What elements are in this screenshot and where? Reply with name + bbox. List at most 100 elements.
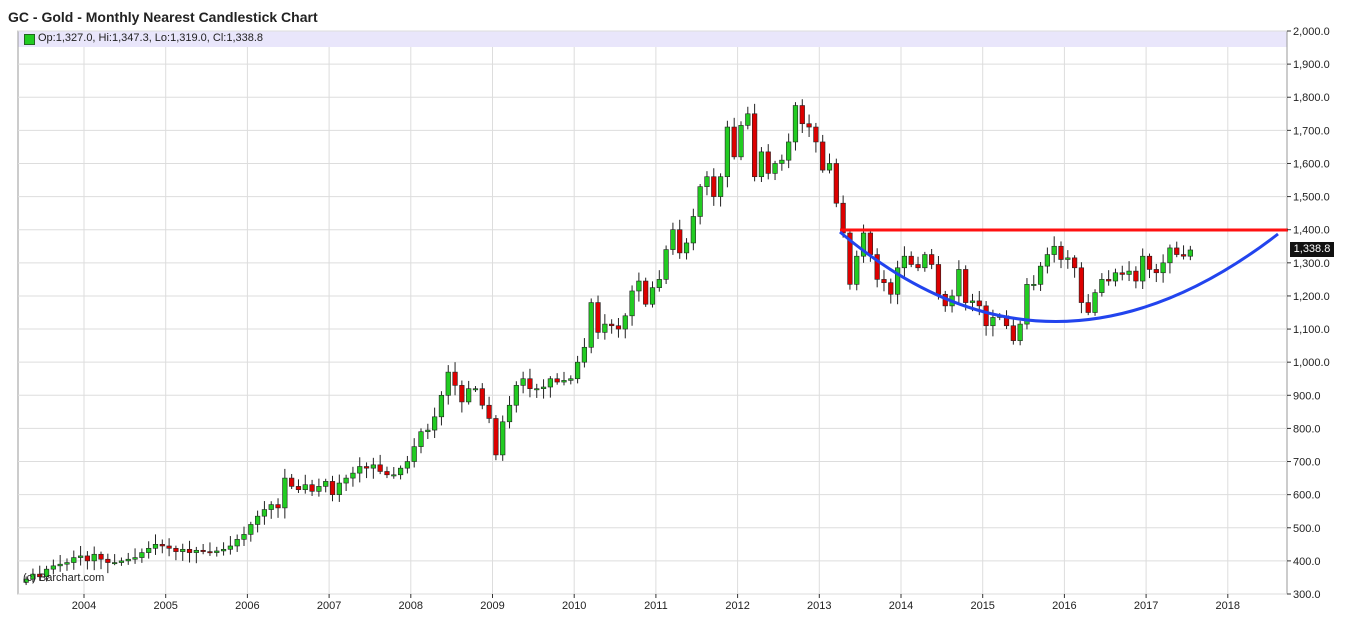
- candle: [826, 153, 833, 174]
- candle: [588, 298, 594, 354]
- candle: [295, 479, 302, 493]
- candle: [438, 391, 445, 426]
- candle-body-up: [43, 568, 50, 578]
- candle: [1180, 245, 1187, 260]
- candle-body-down: [1058, 245, 1064, 260]
- candle: [91, 546, 97, 571]
- candle-body-up: [343, 477, 349, 484]
- candle-body-up: [1092, 292, 1098, 313]
- candle: [316, 478, 322, 497]
- y-tick-label: 1,200.0: [1293, 291, 1330, 303]
- candle-body-up: [438, 394, 445, 418]
- candle: [323, 478, 329, 493]
- candle: [186, 540, 193, 563]
- candle-body-down: [1078, 267, 1085, 303]
- candle-body-up: [357, 466, 363, 474]
- y-tick-label: 2,000.0: [1293, 26, 1330, 38]
- candle-body-down: [1119, 272, 1125, 275]
- x-tick-label: 2010: [562, 600, 586, 612]
- candle-body-up: [738, 125, 744, 158]
- candle-body-up: [241, 534, 247, 540]
- candle-body-up: [717, 176, 724, 197]
- candle: [806, 114, 812, 137]
- candle: [765, 144, 771, 180]
- candle-body-up: [370, 464, 376, 469]
- candle-body-down: [173, 547, 179, 552]
- candle-body-up: [1187, 249, 1193, 257]
- candle-body-up: [670, 229, 676, 250]
- candle-body-up: [77, 555, 84, 558]
- candle-body-up: [561, 380, 567, 383]
- candle-body-down: [867, 232, 873, 255]
- candle-body-up: [1031, 284, 1037, 286]
- candle-body-up: [636, 280, 642, 292]
- candle-body-down: [493, 418, 499, 456]
- candle: [1058, 241, 1064, 269]
- candle-body-up: [23, 578, 29, 583]
- candle: [275, 498, 281, 518]
- x-tick-label: 2006: [235, 600, 259, 612]
- candle: [1024, 278, 1030, 330]
- candle-body-up: [969, 300, 976, 303]
- candle-body-up: [139, 552, 145, 558]
- candle: [173, 545, 179, 561]
- candle: [152, 534, 159, 555]
- candle-body-up: [547, 378, 553, 388]
- candle: [881, 270, 887, 292]
- candle: [1133, 266, 1139, 289]
- candle: [227, 536, 233, 555]
- x-tick-label: 2018: [1216, 600, 1240, 612]
- candles: [23, 99, 1193, 586]
- candle-body-up: [125, 558, 131, 562]
- candle: [908, 251, 914, 268]
- candle-body-down: [527, 378, 533, 389]
- candle-body-up: [255, 515, 261, 525]
- candle: [622, 313, 628, 339]
- candle: [77, 545, 84, 566]
- candle-body-up: [506, 404, 513, 423]
- candle-body-down: [643, 280, 649, 305]
- candle: [350, 466, 356, 487]
- candle-body-up: [193, 549, 199, 553]
- candle-body-down: [207, 551, 213, 554]
- candle-body-down: [963, 269, 969, 303]
- candle-body-down: [731, 126, 737, 158]
- candle-body-up: [901, 255, 908, 269]
- candle-body-down: [915, 264, 921, 269]
- candle-body-down: [847, 232, 853, 285]
- candle: [64, 558, 70, 571]
- candle-body-up: [629, 290, 635, 317]
- candle: [792, 102, 799, 151]
- candle-body-up: [990, 317, 996, 327]
- candle-body-up: [575, 361, 581, 380]
- candle-body-up: [758, 151, 765, 178]
- candle: [193, 546, 199, 564]
- candle: [772, 160, 778, 181]
- y-tick-label: 1,900.0: [1293, 59, 1330, 71]
- candle-body-up: [772, 163, 778, 174]
- candle-body-up: [220, 548, 227, 552]
- candle-body-down: [765, 151, 771, 174]
- candle-body-down: [377, 464, 383, 472]
- candle-body-up: [91, 553, 97, 562]
- candle-body-up: [922, 254, 928, 269]
- candle-body-down: [806, 123, 812, 128]
- candle-body-up: [540, 386, 547, 389]
- x-tick-label: 2012: [725, 600, 749, 612]
- x-tick-label: 2017: [1134, 600, 1158, 612]
- candle-body-up: [1140, 255, 1146, 282]
- candle-body-down: [1180, 254, 1187, 257]
- candle: [983, 301, 989, 336]
- candle: [1099, 273, 1105, 297]
- y-tick-label: 1,800.0: [1293, 92, 1330, 104]
- candle-body-up: [227, 545, 233, 550]
- candle-body-up: [826, 163, 833, 171]
- candle: [146, 541, 152, 559]
- candle-body-down: [1133, 270, 1139, 282]
- watermark: (c) Barchart.com: [23, 572, 105, 584]
- candle: [159, 539, 165, 554]
- candle-body-up: [214, 550, 220, 553]
- candle: [820, 134, 826, 173]
- candle: [942, 290, 948, 312]
